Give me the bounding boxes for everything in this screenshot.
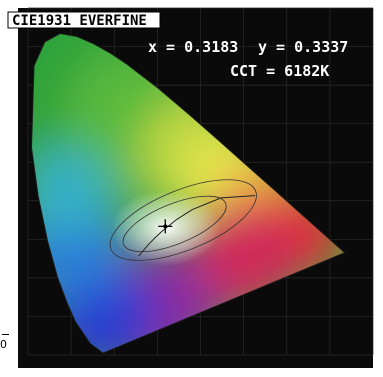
macadam-ellipse-outer [109,179,257,261]
x-readout: x = 0.3183 [148,38,238,56]
y-readout: y = 0.3337 [258,38,348,56]
side-tick-mark [2,334,9,335]
planckian-locus [138,195,256,257]
macadam-ellipse-inner [122,195,227,253]
gamut-boundary [30,32,346,354]
measurement-marker [158,219,173,234]
measurement-point [163,224,168,229]
side-axis-label: 0 [0,338,7,351]
chart-title: CIE1931 EVERFINE [12,13,147,29]
cct-readout: CCT = 6182K [230,62,329,80]
title-box [7,11,161,29]
